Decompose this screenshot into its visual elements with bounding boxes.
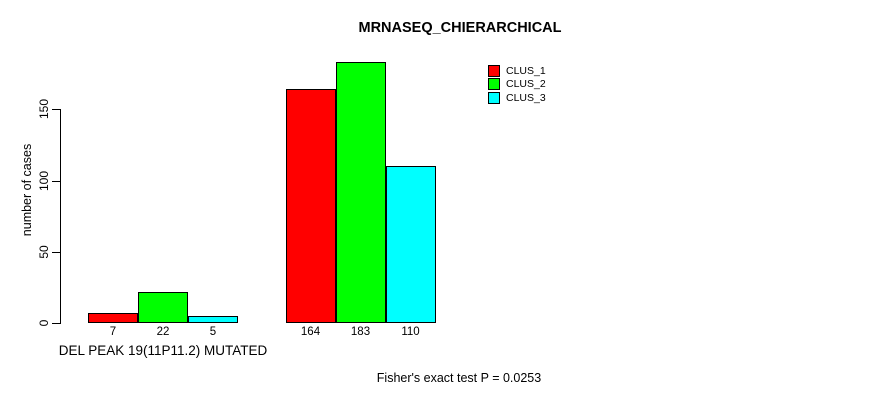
bar-value-label: 110 — [401, 325, 420, 338]
bar-clus_2-group1 — [138, 291, 188, 323]
annotation-text: Fisher's exact test P = 0.0253 — [376, 371, 542, 385]
y-tick-mark — [52, 251, 61, 253]
legend-swatch-icon — [488, 91, 500, 104]
legend-item-clus_3: CLUS_3 — [488, 91, 546, 105]
bar-value-label: 5 — [209, 325, 217, 338]
bar-value-label: 22 — [156, 325, 170, 338]
y-tick-label: 100 — [37, 170, 51, 191]
legend-item-clus_2: CLUS_2 — [488, 78, 546, 92]
bar-value-label: 7 — [109, 325, 117, 338]
bar-clus_1-group2 — [285, 89, 336, 323]
x-group-label: DEL PEAK 19(11P11.2) MUTATED — [58, 343, 268, 358]
chart-title: MRNASEQ_CHIERARCHICAL — [358, 20, 562, 36]
bar-clus_2-group2 — [335, 62, 386, 323]
legend-swatch-icon — [488, 64, 500, 77]
y-axis-title: number of cases — [20, 143, 34, 237]
y-tick-label: 50 — [37, 245, 51, 259]
y-axis-line — [60, 109, 61, 323]
legend-item-clus_1: CLUS_1 — [488, 64, 546, 78]
bar-clus_3-group2 — [385, 166, 436, 323]
y-tick-mark — [52, 109, 61, 111]
legend: CLUS_1 CLUS_2 CLUS_3 — [488, 64, 546, 105]
bar-value-label: 183 — [350, 325, 371, 338]
legend-label: CLUS_2 — [506, 78, 546, 91]
legend-label: CLUS_3 — [506, 91, 546, 104]
y-tick-label: 150 — [37, 99, 51, 120]
y-tick-mark — [52, 323, 61, 324]
y-tick-label: 0 — [37, 319, 51, 327]
bar-value-label: 164 — [300, 325, 321, 338]
y-tick-mark — [52, 180, 61, 182]
bar-clus_1-group1 — [88, 313, 138, 323]
bar-clus_3-group1 — [188, 315, 238, 323]
legend-label: CLUS_1 — [506, 64, 546, 77]
legend-swatch-icon — [488, 78, 500, 91]
